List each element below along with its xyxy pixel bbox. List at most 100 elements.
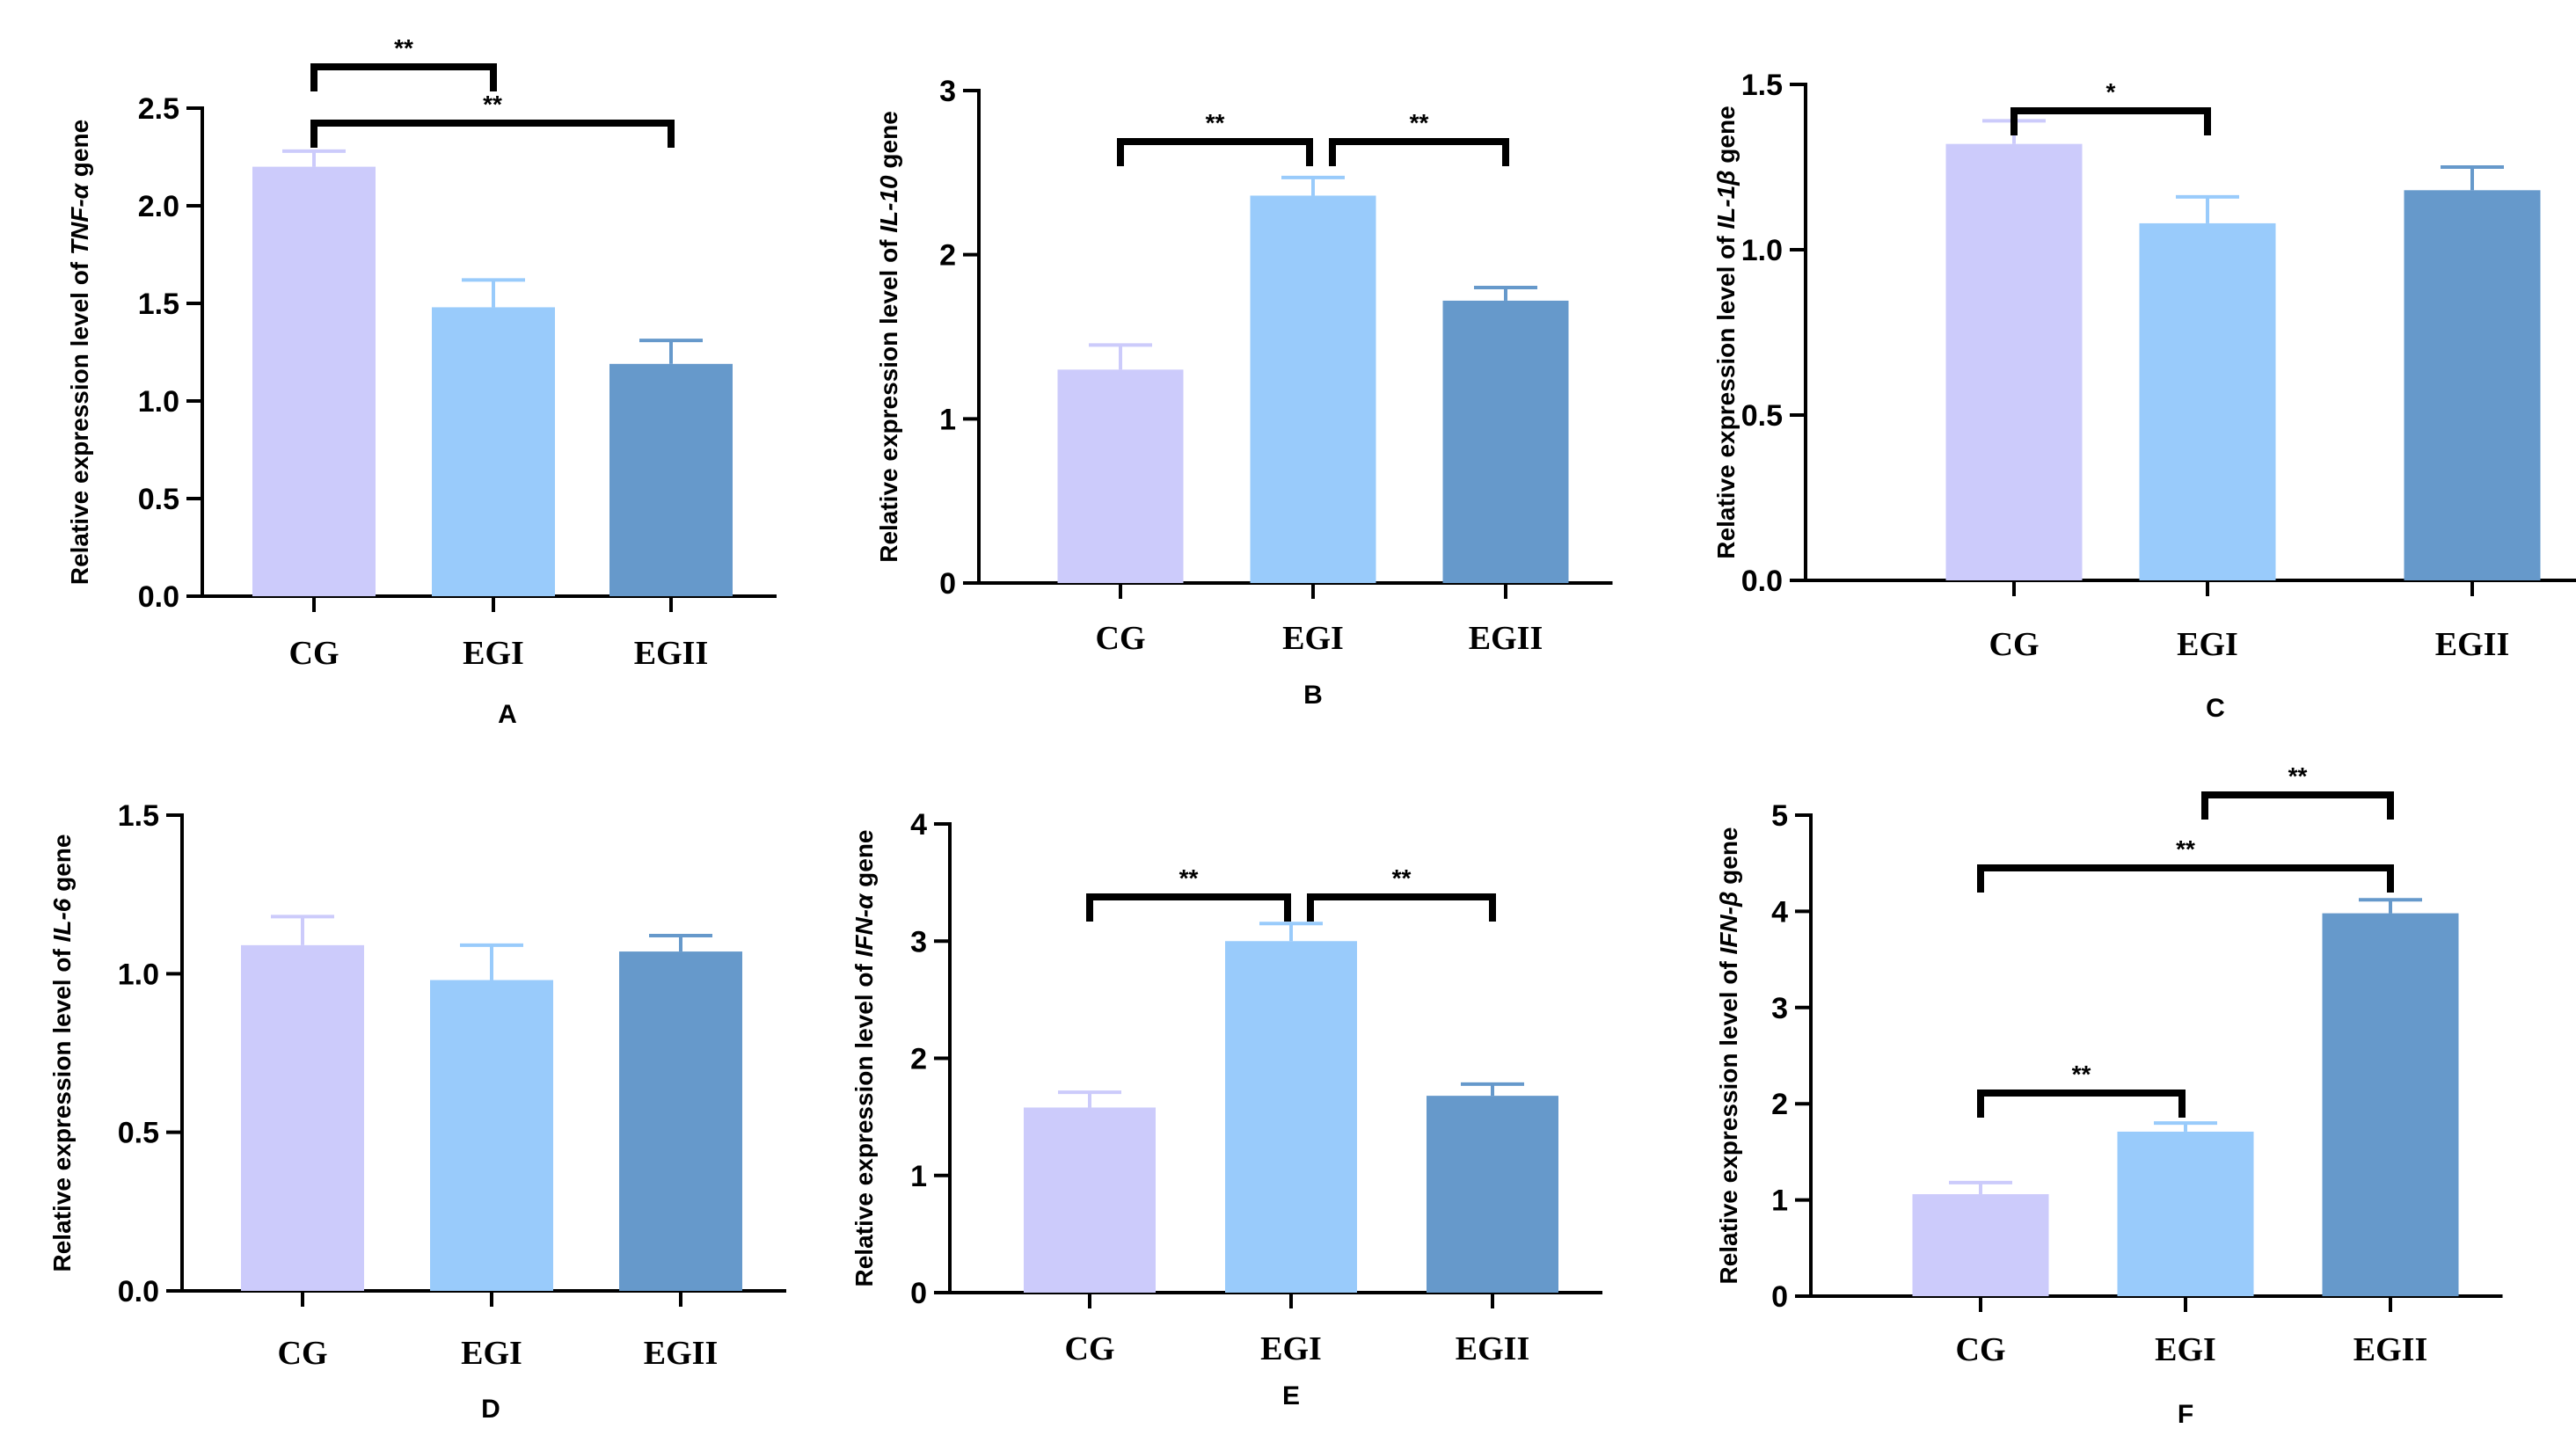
x-category-label: CG [278,1335,328,1372]
chart-panel-a: 0.0 0.5 1.0 1.5 2.0 2.5 CG EGI EGII ** ** Relative … [66,34,777,729]
x-category-label: EGII [644,1335,718,1372]
y-axis-label-suffix: gene [66,120,93,184]
significance-bracket [1977,1090,2186,1118]
y-axis-label: Relative expression level of TNF-α gene [66,120,93,585]
x-category-label: EGII [2353,1331,2427,1368]
bar-egii [609,363,733,596]
y-tick-label: 3 [1771,992,1788,1025]
y-axis-label: Relative expression level of IFN-α gene [850,830,878,1287]
x-category-label: CG [1989,626,2040,663]
bar-egi [1225,941,1357,1293]
x-category-label: CG [289,635,339,672]
y-axis-label: Relative expression level of IL-6 gene [48,834,76,1272]
x-category-label: EGII [1456,1330,1529,1367]
x-category-label: EGI [2155,1331,2216,1368]
y-tick-label: 1 [1771,1184,1788,1218]
y-axis-label-prefix: Relative expression level of [875,233,902,563]
y-axis-label-suffix: gene [850,830,878,894]
chart-panel-c: 0.0 0.5 1.0 1.5 CG EGI EGII * Relative expressio… [1712,69,2576,723]
bar-cg [252,166,376,596]
significance-bracket [1086,893,1291,922]
y-tick-label: 3 [939,75,956,108]
significance-label: ** [1179,864,1199,892]
y-tick-label: 0.0 [1741,565,1783,598]
panel-letter: E [1282,1381,1300,1410]
x-category-label: EGI [1282,620,1344,657]
panel-letter: B [1303,681,1323,710]
y-tick-label: 0 [1771,1280,1788,1314]
significance-label: ** [2176,835,2195,863]
y-axis-label: Relative expression level of IL-10 gene [875,111,902,563]
significance-bracket [2010,107,2211,135]
y-tick-label: 0.5 [118,1117,159,1150]
bar-egii [1442,300,1569,583]
y-axis-label-gene: IFN-β [1715,892,1742,955]
significance-bracket [1307,893,1496,922]
y-tick-label: 1.0 [1741,234,1783,267]
bar-egi [2117,1131,2254,1296]
y-axis-label: Relative expression level of IL-1β gene [1712,106,1740,558]
y-tick-label: 2 [910,1043,927,1076]
x-category-label: EGII [634,635,708,672]
bar-cg [1912,1194,2049,1296]
y-tick-label: 1.0 [138,385,179,419]
significance-label: ** [2072,1060,2091,1088]
y-tick-label: 1 [910,1160,927,1193]
bar-egi [430,980,553,1291]
y-axis-label-prefix: Relative expression level of [48,942,76,1272]
significance-label: ** [1206,109,1225,136]
panel-letter: D [481,1395,500,1424]
significance-label: ** [1410,109,1429,136]
significance-label: ** [2288,762,2308,790]
y-tick-label: 0.5 [138,483,179,516]
y-tick-label: 4 [910,808,927,842]
panel-letter: C [2206,694,2225,723]
y-tick-label: 4 [1771,895,1788,929]
y-tick-label: 2 [939,239,956,273]
x-category-label: EGII [1469,620,1543,657]
significance-bracket [1977,864,2394,893]
y-tick-label: 0 [910,1277,927,1310]
y-axis-label-gene: IL-10 [875,175,902,233]
bar-cg [1057,369,1184,583]
bar-cg [1945,143,2083,580]
y-axis-label-suffix: gene [875,111,902,175]
bar-cg [241,944,364,1291]
y-axis-label-prefix: Relative expression level of [1712,230,1740,559]
significance-label: ** [483,91,502,118]
chart-panel-f: 0 1 2 3 4 5 CG EGI EGII ** ** ** Relative expression… [1715,762,2503,1429]
x-category-label: EGI [2177,626,2238,663]
bar-egii [2322,913,2459,1296]
y-axis-label-gene: IFN-α [850,893,878,957]
x-category-label: CG [1096,620,1146,657]
chart-panel-b: 0 1 2 3 CG EGI EGII ** ** Relative expression lev… [875,75,1613,710]
y-tick-label: 1.5 [118,799,159,833]
y-axis-label: Relative expression level of IFN-β gene [1715,827,1742,1284]
bar-egii [619,951,742,1291]
x-category-label: CG [1956,1331,2006,1368]
y-tick-label: 2.5 [138,92,179,126]
y-tick-label: 1.5 [1741,69,1783,102]
bar-cg [1024,1107,1156,1293]
x-category-label: CG [1065,1330,1115,1367]
y-tick-label: 1.0 [118,958,159,991]
panel-letter: A [498,700,517,729]
y-tick-label: 1 [939,403,956,436]
chart-panel-d: 0.0 0.5 1.0 1.5 CG EGI EGII Relative expression… [48,799,786,1424]
chart-panel-e: 0 1 2 3 4 CG EGI EGII ** ** Relative expression le… [850,808,1602,1410]
x-category-label: EGI [461,1335,522,1372]
y-axis-label-suffix: gene [1715,827,1742,891]
significance-label: ** [1392,864,1412,892]
bar-egii [2404,190,2541,580]
significance-label: * [2106,78,2116,106]
significance-bracket [1329,138,1509,166]
y-tick-label: 0.0 [138,580,179,614]
y-axis-label-suffix: gene [1712,106,1740,170]
y-tick-label: 1.5 [138,288,179,321]
bar-egi [432,307,555,596]
y-axis-label-suffix: gene [48,834,76,899]
x-category-label: EGI [1260,1330,1322,1367]
bar-egi [2139,222,2276,581]
y-axis-label-prefix: Relative expression level of [66,255,93,585]
